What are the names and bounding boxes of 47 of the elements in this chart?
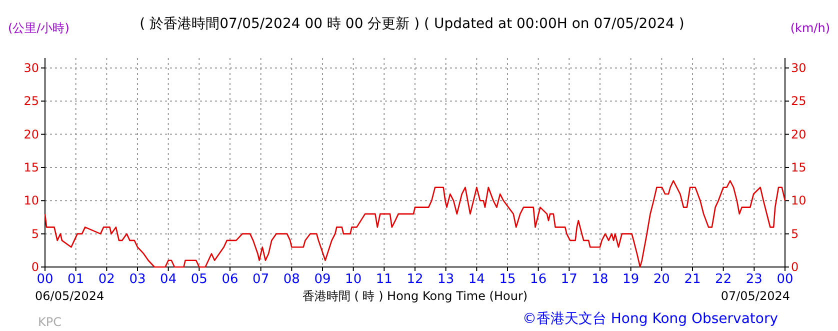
y2-tick-label: 10 (791, 194, 806, 208)
x-tick-label: 06 (222, 272, 238, 287)
x-tick-label: 02 (98, 272, 115, 287)
y-tick-label: 30 (24, 60, 39, 75)
x-tick-label: 21 (684, 272, 701, 287)
x-tick-label: 03 (129, 272, 146, 287)
y2-tick-label: 30 (791, 60, 806, 75)
text: 06/05/2024 (35, 289, 104, 303)
x-tick-label: 09 (314, 272, 331, 287)
x-tick-label: 08 (283, 272, 300, 287)
y-tick-label: 10 (24, 194, 39, 208)
x-tick-label: 12 (406, 272, 424, 287)
y-tick-label: 15 (24, 160, 39, 174)
text: 07/05/2024 (720, 289, 790, 303)
x-tick-label: 20 (653, 272, 670, 287)
chart-title: ( 於香港時間07/05/2024 00 時 00 分更新 ) ( Updated at 00:00H on 07/05/2024 ) (140, 16, 684, 32)
y2-tick-label: 15 (791, 160, 806, 174)
x-tick-label: 19 (622, 272, 640, 287)
x-tick-label: 05 (190, 272, 208, 287)
x-tick-label: 14 (468, 272, 485, 287)
y2-tick-label: 20 (791, 127, 806, 142)
y-tick-label: 25 (24, 94, 39, 108)
text: ©香港天文台 Hong Kong Observatory (522, 311, 778, 327)
text: KPC (38, 315, 62, 329)
x-tick-label: 13 (438, 272, 454, 287)
x-tick-label: 04 (160, 272, 177, 287)
y-tick-label: 0 (31, 260, 39, 274)
x-tick-label: 10 (345, 272, 362, 287)
y2-tick-label: 0 (791, 260, 799, 274)
x-tick-label: 18 (592, 272, 608, 287)
x-tick-label: 00 (776, 272, 794, 287)
x-tick-label: 23 (746, 272, 762, 287)
x-tick-label: 16 (530, 272, 547, 287)
x-tick-label: 01 (68, 272, 84, 287)
x-axis-title: 香港時間 ( 時 ) Hong Kong Time (Hour) (302, 289, 528, 303)
x-tick-label: 17 (560, 272, 578, 287)
x-tick-label: 11 (376, 272, 392, 287)
x-tick-label: 15 (499, 272, 516, 287)
y2-tick-label: 25 (791, 94, 806, 108)
x-tick-label: 22 (715, 272, 732, 287)
x-tick-label: 00 (36, 272, 54, 287)
x-tick-label: 07 (252, 272, 270, 287)
y-tick-label: 20 (24, 127, 39, 142)
y-axis-title: (公里/小時) (8, 21, 70, 35)
y2-axis-title: (km/h) (790, 21, 830, 35)
y-tick-label: 5 (31, 226, 39, 241)
y2-tick-label: 5 (791, 226, 799, 241)
